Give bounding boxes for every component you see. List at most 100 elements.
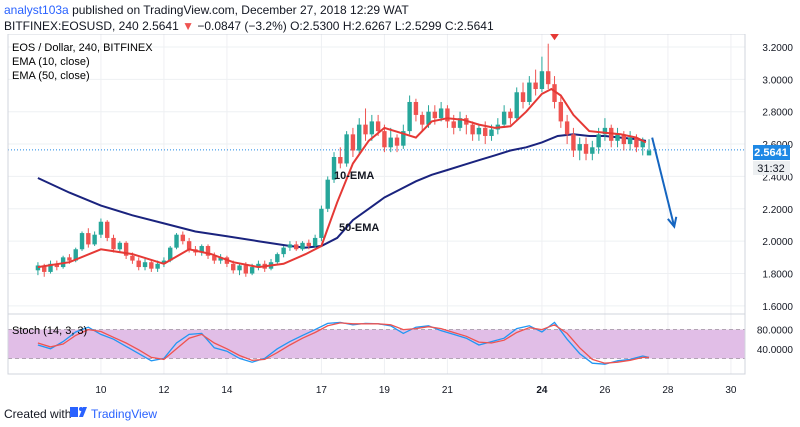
- close-value: 2.5641: [456, 19, 494, 33]
- candle-body: [212, 255, 217, 261]
- ema10-layer: [37, 87, 647, 269]
- candle-body: [590, 147, 595, 154]
- ema10-annotation: 10-EMA: [334, 170, 374, 182]
- candle-body: [483, 127, 488, 136]
- x-tick-label: 19: [379, 385, 391, 396]
- candle-body: [388, 137, 393, 148]
- ema50-layer: [37, 133, 647, 249]
- candle-body: [426, 111, 431, 125]
- candle-body: [470, 124, 475, 135]
- grid: [8, 34, 745, 374]
- high-value: 2.6267: [354, 19, 392, 33]
- candle-body: [646, 150, 652, 156]
- candle-body: [79, 233, 85, 250]
- price-tag: [753, 145, 790, 160]
- candle-body: [281, 247, 286, 255]
- candle-body: [571, 134, 576, 151]
- high-label: H:: [342, 19, 355, 33]
- candle-body: [105, 221, 110, 238]
- candle-body: [331, 157, 337, 180]
- author-link[interactable]: analyst103a: [4, 3, 69, 17]
- candle-body: [451, 121, 456, 128]
- candle-body: [243, 265, 249, 274]
- x-tick-label: 28: [662, 385, 674, 396]
- candle-body: [627, 137, 633, 145]
- chart-area[interactable]: 1.60001.80002.00002.20002.40002.60002.80…: [0, 30, 800, 401]
- candle-body: [168, 247, 173, 261]
- candle-body: [438, 108, 444, 119]
- x-tick-label: 21: [442, 385, 454, 396]
- low-value: 2.5299: [404, 19, 442, 33]
- x-tick-label: 17: [316, 385, 328, 396]
- candle-body: [111, 237, 116, 250]
- footer: Created with TradingView: [0, 401, 800, 427]
- y-tick-label: 2.0000: [762, 237, 793, 248]
- y-tick-label: 2.2000: [762, 205, 793, 216]
- candle-body: [527, 82, 532, 102]
- candle-body: [457, 118, 463, 128]
- candle-body: [205, 246, 211, 256]
- candle-body: [445, 108, 450, 122]
- candle-body: [294, 244, 299, 250]
- candle-body: [319, 208, 324, 238]
- candle-body: [54, 263, 60, 268]
- forecast-arrowhead-icon: [667, 216, 678, 229]
- tradingview-brand[interactable]: TradingView: [91, 407, 158, 421]
- x-tick-label: 24: [536, 385, 548, 396]
- candle-body: [539, 71, 545, 90]
- candle-body: [149, 262, 154, 269]
- stoch-pane-frame: [7, 313, 746, 375]
- candle-body: [394, 137, 400, 146]
- candle-body: [369, 121, 375, 135]
- candle-body: [256, 263, 261, 268]
- stoch-d-line: [37, 322, 649, 364]
- candle-body: [577, 144, 582, 151]
- countdown-box: [753, 161, 790, 175]
- low-label: L:: [394, 19, 405, 33]
- candle-body: [186, 241, 192, 250]
- x-tick-label: 30: [725, 385, 737, 396]
- candle-body: [382, 131, 387, 148]
- candle-body: [155, 263, 160, 269]
- candles-layer: [35, 43, 652, 277]
- candle-body: [338, 157, 343, 164]
- candle-body: [514, 92, 519, 119]
- stoch-layer: [37, 321, 650, 365]
- candle-body: [344, 134, 349, 164]
- legend-stoch: Stoch (14, 3, 3): [12, 325, 87, 337]
- ema50-annotation: 50-EMA: [339, 222, 379, 234]
- y-tick-label: 2.4000: [762, 172, 793, 183]
- candle-body: [199, 246, 204, 253]
- candle-body: [501, 111, 507, 125]
- candle-body: [67, 257, 72, 261]
- candle-body: [136, 260, 141, 268]
- candle-body: [35, 265, 41, 271]
- candle-body: [249, 267, 255, 274]
- candle-body: [180, 234, 186, 242]
- candle-body: [533, 82, 538, 90]
- candle-body: [325, 179, 330, 209]
- candle-body: [432, 111, 438, 119]
- legend-ema10: EMA (10, close): [12, 56, 90, 68]
- candle-body: [275, 254, 280, 263]
- open-label: O:: [290, 19, 303, 33]
- tradingview-logo-icon: [70, 407, 87, 417]
- axes: 1.60001.80002.00002.20002.40002.60002.80…: [7, 33, 793, 396]
- candle-body: [363, 124, 368, 135]
- close-label: C:: [444, 19, 457, 33]
- candle-body: [73, 249, 78, 261]
- symbol-label: BITFINEX:EOSUSD, 240: [4, 19, 139, 33]
- candle-body: [237, 265, 242, 271]
- x-tick-label: 10: [95, 385, 107, 396]
- candle-body: [130, 255, 135, 261]
- candle-body: [621, 134, 627, 145]
- y-tick-label: 3.0000: [762, 75, 793, 86]
- candle-body: [520, 92, 526, 102]
- publish-line: analyst103a published on TradingView.com…: [4, 3, 409, 17]
- candle-body: [407, 101, 412, 132]
- candle-body: [602, 127, 608, 135]
- candle-body: [98, 221, 104, 235]
- countdown-label: 31:32: [757, 163, 785, 175]
- last-price: 2.5641: [142, 19, 179, 33]
- chart-svg[interactable]: 1.60001.80002.00002.20002.40002.60002.80…: [0, 30, 800, 401]
